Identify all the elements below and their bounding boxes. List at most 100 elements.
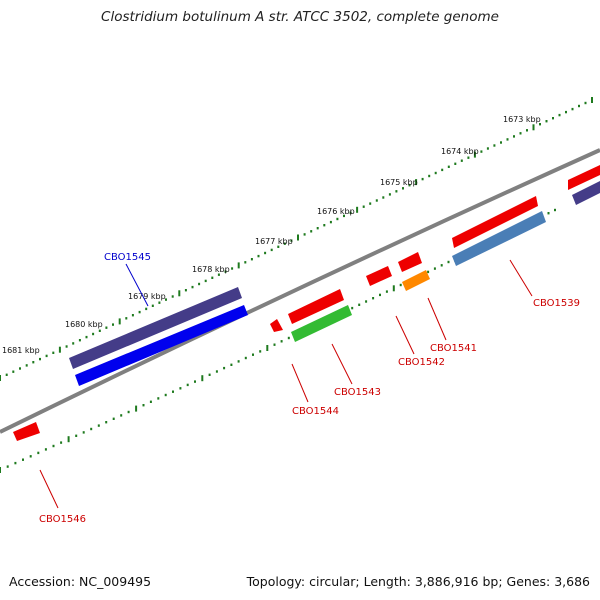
minor-tick bbox=[252, 353, 254, 356]
minor-tick bbox=[460, 159, 463, 162]
minor-tick bbox=[120, 414, 123, 417]
minor-tick bbox=[82, 431, 85, 434]
minor-tick bbox=[127, 410, 130, 414]
minor-tick bbox=[379, 293, 381, 297]
kbp-label: 1680 kbp bbox=[65, 320, 103, 329]
minor-tick bbox=[151, 304, 154, 307]
gene-blue-long[interactable] bbox=[75, 305, 248, 386]
minor-tick bbox=[264, 251, 267, 255]
minor-tick bbox=[447, 165, 450, 168]
minor-tick bbox=[362, 205, 365, 208]
gene-label-cbo1539[interactable]: CBO1539 bbox=[533, 298, 580, 309]
gene-slate-right[interactable] bbox=[572, 181, 600, 205]
minor-tick bbox=[29, 455, 32, 458]
minor-tick bbox=[310, 230, 313, 233]
kbp-label: 1677 kbp bbox=[255, 237, 293, 246]
minor-tick bbox=[385, 290, 388, 293]
gene-cbo1545[interactable] bbox=[69, 287, 242, 369]
minor-tick bbox=[12, 370, 15, 373]
minor-tick bbox=[257, 254, 260, 258]
minor-tick bbox=[454, 162, 457, 165]
major-tick bbox=[178, 290, 181, 297]
gene-arrow-red[interactable] bbox=[366, 266, 392, 286]
minor-tick bbox=[440, 264, 443, 267]
minor-tick bbox=[138, 310, 141, 314]
minor-tick bbox=[45, 354, 48, 358]
minor-tick bbox=[223, 366, 226, 370]
minor-tick bbox=[375, 199, 378, 202]
minor-tick bbox=[441, 168, 444, 172]
gene-arrow-red[interactable] bbox=[568, 165, 600, 190]
minor-tick bbox=[388, 193, 391, 196]
minor-tick bbox=[204, 279, 207, 283]
minor-tick bbox=[78, 339, 81, 342]
minor-tick bbox=[287, 336, 290, 340]
major-tick bbox=[67, 436, 70, 443]
minor-tick bbox=[277, 245, 280, 248]
gene-cbo1539[interactable] bbox=[452, 211, 546, 266]
minor-tick bbox=[145, 307, 148, 311]
major-tick bbox=[237, 262, 240, 269]
minor-tick bbox=[382, 196, 385, 199]
gene-cbo1543[interactable] bbox=[291, 305, 352, 342]
minor-tick bbox=[186, 383, 189, 387]
minor-tick bbox=[519, 132, 522, 135]
minor-tick bbox=[125, 317, 128, 320]
minor-tick bbox=[208, 373, 211, 376]
minor-tick bbox=[211, 276, 214, 279]
major-tick bbox=[532, 124, 535, 131]
major-tick bbox=[392, 285, 395, 292]
kbp-label: 1675 kbp bbox=[380, 178, 418, 187]
minor-tick bbox=[14, 461, 17, 465]
gene-label-cbo1546[interactable]: CBO1546 bbox=[39, 514, 86, 525]
minor-tick bbox=[408, 184, 411, 187]
gene-arrow-red[interactable] bbox=[452, 196, 538, 248]
minor-tick bbox=[434, 171, 437, 175]
minor-tick bbox=[65, 345, 68, 348]
major-tick bbox=[135, 405, 138, 412]
minor-tick bbox=[22, 458, 24, 461]
gene-label-cbo1545[interactable]: CBO1545 bbox=[104, 252, 151, 263]
minor-tick bbox=[215, 370, 218, 373]
gene-cbo1541[interactable] bbox=[402, 270, 430, 291]
gene-cbo1546[interactable] bbox=[13, 422, 40, 441]
minor-tick bbox=[75, 434, 78, 437]
accession-text: Accession: NC_009495 bbox=[9, 574, 152, 589]
gene-arrow-red[interactable] bbox=[288, 289, 344, 324]
minor-tick bbox=[506, 138, 509, 141]
minor-tick bbox=[157, 397, 160, 400]
minor-tick bbox=[369, 202, 372, 205]
minor-tick bbox=[60, 441, 63, 444]
minor-tick bbox=[37, 451, 40, 455]
minor-tick bbox=[194, 380, 196, 383]
gene-label-cbo1544[interactable]: CBO1544 bbox=[292, 406, 339, 417]
minor-tick bbox=[421, 177, 424, 181]
page-title: Clostridium botulinum A str. ATCC 3502, … bbox=[101, 9, 499, 25]
minor-tick bbox=[105, 326, 108, 329]
minor-tick bbox=[184, 289, 187, 292]
minor-tick bbox=[480, 150, 483, 153]
minor-tick bbox=[250, 258, 253, 261]
minor-tick bbox=[547, 212, 550, 215]
minor-tick bbox=[6, 465, 9, 468]
gene-arrow-red[interactable] bbox=[270, 319, 283, 332]
minor-tick bbox=[52, 444, 55, 448]
minor-tick bbox=[231, 267, 234, 270]
genome-backbone bbox=[0, 148, 600, 434]
kbp-label: 1674 kbp bbox=[441, 147, 479, 156]
minor-tick bbox=[558, 113, 561, 117]
minor-tick bbox=[571, 107, 574, 111]
minor-tick bbox=[224, 270, 227, 273]
outer-strand-features bbox=[69, 165, 600, 369]
major-tick bbox=[356, 206, 359, 213]
gene-label-cbo1542[interactable]: CBO1542 bbox=[398, 357, 445, 368]
kbp-label: 1679 kbp bbox=[128, 292, 166, 301]
minor-tick bbox=[433, 267, 436, 270]
gene-arrow-red[interactable] bbox=[398, 252, 422, 272]
gene-label-cbo1543[interactable]: CBO1543 bbox=[334, 387, 381, 398]
major-tick bbox=[415, 179, 418, 186]
minor-tick bbox=[39, 357, 41, 361]
major-tick bbox=[0, 375, 1, 381]
gene-label-cbo1541[interactable]: CBO1541 bbox=[430, 343, 477, 354]
